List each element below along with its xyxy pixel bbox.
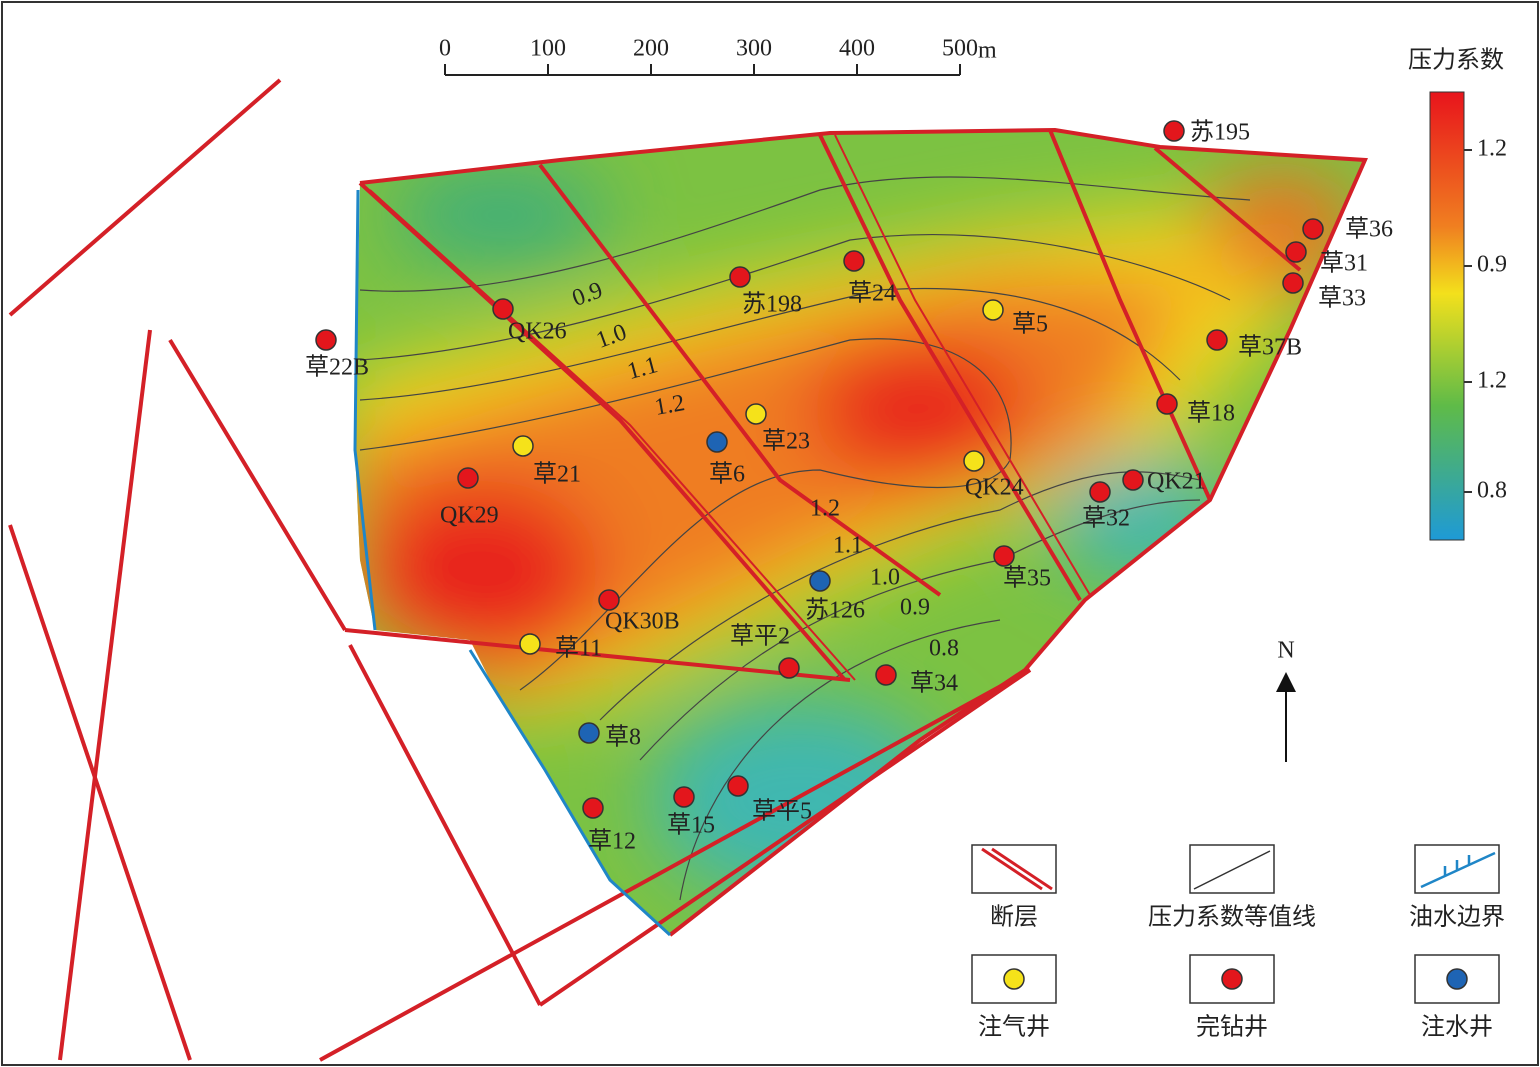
legend-boundary <box>1420 851 1496 889</box>
scale-unit: m <box>978 38 997 64</box>
well-label: QK30B <box>605 609 680 635</box>
well-label: 草平5 <box>752 798 812 825</box>
well-label: QK24 <box>965 475 1024 501</box>
contour-label: 1.2 <box>653 390 687 421</box>
well <box>729 266 751 288</box>
well <box>745 403 767 425</box>
well <box>778 657 800 679</box>
legend-box <box>1189 844 1275 894</box>
well-label: 草31 <box>1320 250 1368 277</box>
legend-label: 注水井 <box>1421 1014 1493 1041</box>
well <box>315 329 337 351</box>
well <box>492 298 514 320</box>
colorbar-tick-label: 0.9 <box>1477 252 1507 278</box>
scale-label: 0 <box>439 36 451 62</box>
legend-label: 油水边界 <box>1409 904 1505 931</box>
well-label: 草23 <box>762 428 810 455</box>
well <box>982 299 1004 321</box>
well <box>1302 218 1324 240</box>
contour-label: 1.0 <box>870 565 900 591</box>
well <box>727 775 749 797</box>
well-label: QK21 <box>1147 469 1206 495</box>
well <box>993 545 1015 567</box>
legend-well <box>1446 968 1468 990</box>
legend-label: 完钻井 <box>1196 1014 1268 1041</box>
well <box>963 450 985 472</box>
legend-label: 压力系数等值线 <box>1148 904 1316 931</box>
well-label: QK29 <box>440 503 499 529</box>
well <box>582 797 604 819</box>
well-label: 草6 <box>709 461 745 488</box>
colorbar-tick-label: 0.8 <box>1477 478 1507 504</box>
well-label: 草21 <box>533 461 581 488</box>
well <box>1122 469 1144 491</box>
well <box>1089 481 1111 503</box>
scale-label: 300 <box>736 36 772 62</box>
legend-well <box>1221 968 1243 990</box>
well-label: 草8 <box>605 724 641 751</box>
well-label: 草22B <box>305 354 369 381</box>
well <box>1163 120 1185 142</box>
well <box>598 589 620 611</box>
well-label: 草32 <box>1082 505 1130 532</box>
well <box>512 435 534 457</box>
well <box>809 570 831 592</box>
faults <box>8 78 1368 1062</box>
contour-label: 1.2 <box>810 496 840 522</box>
well-label: 草11 <box>555 635 602 662</box>
well <box>673 786 695 808</box>
colorbar <box>1429 91 1465 541</box>
well-label: 草33 <box>1318 285 1366 312</box>
well-label: 草37B <box>1238 334 1302 361</box>
well <box>457 467 479 489</box>
well-label: 草12 <box>588 828 636 855</box>
legend-fault <box>981 847 1053 891</box>
colorbar-title: 压力系数 <box>1408 47 1504 74</box>
well-label: 草35 <box>1003 565 1051 592</box>
scale-label: 100 <box>530 36 566 62</box>
well-label: 草平2 <box>730 623 790 650</box>
well-label: 草18 <box>1187 400 1235 427</box>
well-label: 草36 <box>1345 216 1393 243</box>
north-arrowhead <box>1276 672 1296 692</box>
scale-label: 200 <box>633 36 669 62</box>
scale-label: 400 <box>839 36 875 62</box>
scale-label: 500 <box>942 36 978 62</box>
legend-well <box>1003 968 1025 990</box>
well <box>843 250 865 272</box>
contour-label: 0.9 <box>900 595 930 621</box>
legend-label: 注气井 <box>978 1014 1050 1041</box>
contour-label: 1.1 <box>833 533 863 559</box>
well <box>1156 393 1178 415</box>
colorbar-tick-label: 1.2 <box>1477 368 1507 394</box>
well <box>1206 329 1228 351</box>
well <box>519 633 541 655</box>
well <box>706 431 728 453</box>
scale-bar: 0 100 200 300 400 500 m <box>439 36 997 76</box>
well <box>1285 241 1307 263</box>
well-label: 苏126 <box>805 597 865 624</box>
well-label: QK26 <box>508 319 567 345</box>
well-label: 草24 <box>848 280 896 307</box>
well <box>1282 272 1304 294</box>
well <box>578 722 600 744</box>
colorbar-tick-label: 1.2 <box>1477 136 1507 162</box>
contour-label: 0.8 <box>929 636 959 662</box>
north-label: N <box>1277 638 1294 664</box>
well-label: 苏198 <box>742 291 802 318</box>
oil-water-boundary <box>353 189 672 937</box>
legend-contour <box>1193 850 1271 890</box>
well-label: 苏195 <box>1190 119 1250 146</box>
well-label: 草34 <box>910 670 958 697</box>
well-label: 草15 <box>667 812 715 839</box>
well <box>875 664 897 686</box>
legend-label: 断层 <box>990 904 1038 931</box>
well-label: 草5 <box>1012 311 1048 338</box>
